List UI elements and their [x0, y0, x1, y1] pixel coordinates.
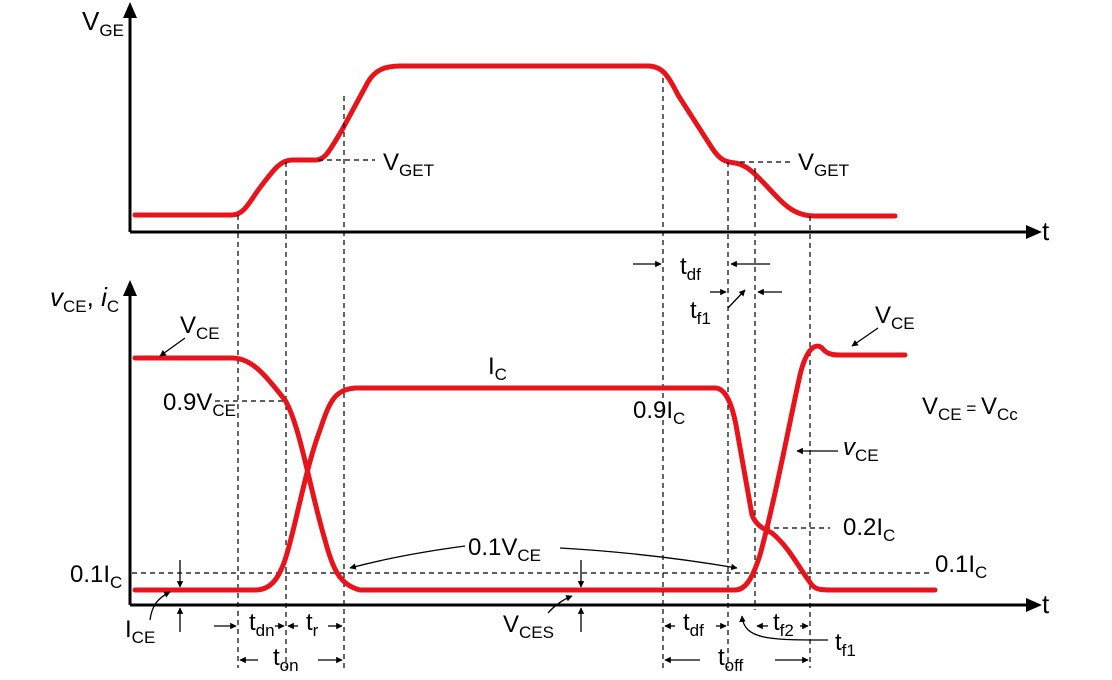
vce-waveform [132, 343, 908, 593]
top-x-arrowhead [1026, 225, 1042, 239]
level-09vce-label: 0.9VCE [163, 389, 236, 420]
tf1-top-label: tf1 [690, 297, 711, 328]
top-axes [123, 2, 1042, 239]
vce-top-left-label: VCE [180, 312, 220, 343]
tdn-label: tdn [249, 609, 275, 640]
bottom-x-label: t [1042, 589, 1050, 619]
vce-top-right-label: VCE [875, 302, 915, 333]
ic-label: IC [488, 353, 507, 384]
tdf-top-label: tdf [680, 253, 701, 284]
tf1-top-pointer [727, 289, 746, 309]
vce-equation-label: VCE = VCc [922, 393, 1018, 424]
ice-label: ICE [125, 616, 155, 647]
ic-waveform [132, 385, 938, 593]
level-02ic-label: 0.2IC [843, 514, 895, 545]
level-01vce-label: 0.1VCE [468, 534, 541, 565]
top-x-label: t [1042, 216, 1050, 246]
tr-label: tr [306, 609, 319, 640]
ice-pointer [149, 591, 171, 621]
vge-waveform [132, 63, 898, 219]
vce-top-right-arrow [851, 327, 879, 347]
level-01vce-arrow-right [559, 547, 738, 571]
top-y-label: VGE [82, 6, 124, 40]
toff-label: toff [718, 644, 744, 675]
level-01vce-arrow-left [349, 545, 466, 570]
vce-small-label: vCE [843, 434, 879, 465]
vget-left-label: VGET [383, 149, 434, 180]
vces-label: VCES [503, 611, 554, 642]
timing-guides [237, 78, 811, 668]
ton-label: ton [273, 644, 299, 675]
level-01ic-right-label: 0.1IC [935, 551, 987, 582]
tf1-bottom-label: tf1 [835, 629, 856, 660]
tf2-label: tf2 [773, 609, 794, 640]
tdf-bottom-label: tdf [683, 609, 704, 640]
bottom-y-arrowhead [123, 280, 137, 296]
bottom-x-arrowhead [1026, 598, 1042, 612]
bottom-axes [123, 280, 1042, 612]
level-01ic-left-label: 0.1IC [70, 561, 122, 592]
bottom-y-label: vCE, iC [50, 282, 119, 316]
vget-right-label: VGET [798, 149, 849, 180]
tf1-bottom-pointer [739, 615, 829, 641]
vce-top-left-arrow [159, 337, 186, 357]
level-09ic-label: 0.9IC [633, 397, 685, 428]
vces-pointer [547, 595, 573, 614]
top-y-arrowhead [123, 2, 137, 18]
